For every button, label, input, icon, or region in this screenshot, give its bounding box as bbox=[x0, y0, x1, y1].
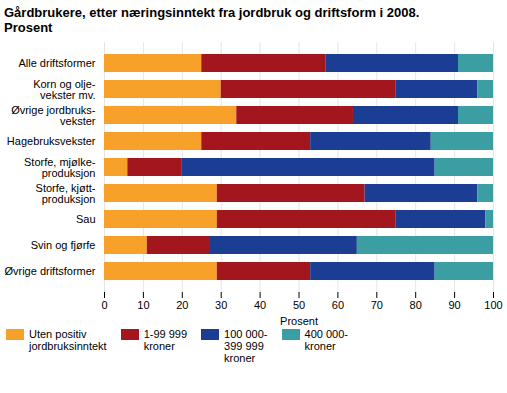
svg-text:30: 30 bbox=[215, 299, 227, 311]
svg-text:60: 60 bbox=[332, 299, 344, 311]
html-text:Gårdbrukere, etter næringsinnt: Gårdbrukere, etter næringsinntekt fra jo… bbox=[4, 5, 420, 35]
html-text:1-99 999 kroner: 1-99 999 kroner bbox=[143, 328, 188, 352]
svg-text:100: 100 bbox=[484, 299, 502, 311]
svg-text:Storfe, kjøtt-produksjon: Storfe, kjøtt-produksjon bbox=[36, 182, 96, 205]
svg-text:70: 70 bbox=[371, 299, 383, 311]
svg-text:Hagebruksvekster: Hagebruksvekster bbox=[7, 135, 96, 147]
svg-text:Øvrige driftsformer: Øvrige driftsformer bbox=[4, 265, 95, 277]
svg-text:80: 80 bbox=[410, 299, 422, 311]
svg-text:10: 10 bbox=[137, 299, 149, 311]
svg-text:Øvrige jordbruks-vekster: Øvrige jordbruks-vekster bbox=[11, 104, 96, 127]
svg-text:90: 90 bbox=[448, 299, 460, 311]
svg-text:Alle driftsformer: Alle driftsformer bbox=[18, 57, 95, 69]
html-text:Uten positiv jordbruksinntekt: Uten positiv jordbruksinntekt bbox=[29, 328, 107, 352]
svg-text:Svin og fjørfe: Svin og fjørfe bbox=[31, 239, 96, 251]
svg-text:50: 50 bbox=[293, 299, 305, 311]
svg-text:40: 40 bbox=[254, 299, 266, 311]
html-text:100 000- 399 999 kroner: 100 000- 399 999 kroner bbox=[224, 328, 268, 364]
svg-text:0: 0 bbox=[101, 299, 107, 311]
svg-text:20: 20 bbox=[176, 299, 188, 311]
svg-text:Storfe, mjølke-produksjon: Storfe, mjølke-produksjon bbox=[24, 156, 96, 179]
html-text:400 000- kroner: 400 000- kroner bbox=[304, 328, 348, 352]
svg-text:Prosent: Prosent bbox=[280, 315, 318, 327]
svg-text:Sau: Sau bbox=[76, 213, 96, 225]
svg-text:Korn og olje-vekster mv.: Korn og olje-vekster mv. bbox=[33, 78, 96, 101]
